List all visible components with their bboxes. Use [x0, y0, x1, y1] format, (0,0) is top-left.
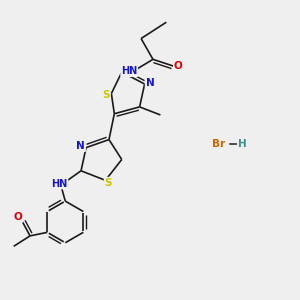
Text: H: H — [238, 139, 247, 149]
Text: O: O — [14, 212, 22, 222]
Text: N: N — [76, 141, 85, 151]
Text: S: S — [102, 90, 110, 100]
Text: HN: HN — [121, 66, 137, 76]
Text: O: O — [174, 61, 183, 71]
Text: Br: Br — [212, 139, 225, 149]
Text: N: N — [146, 77, 154, 88]
Text: S: S — [105, 178, 112, 188]
Text: HN: HN — [51, 178, 68, 189]
